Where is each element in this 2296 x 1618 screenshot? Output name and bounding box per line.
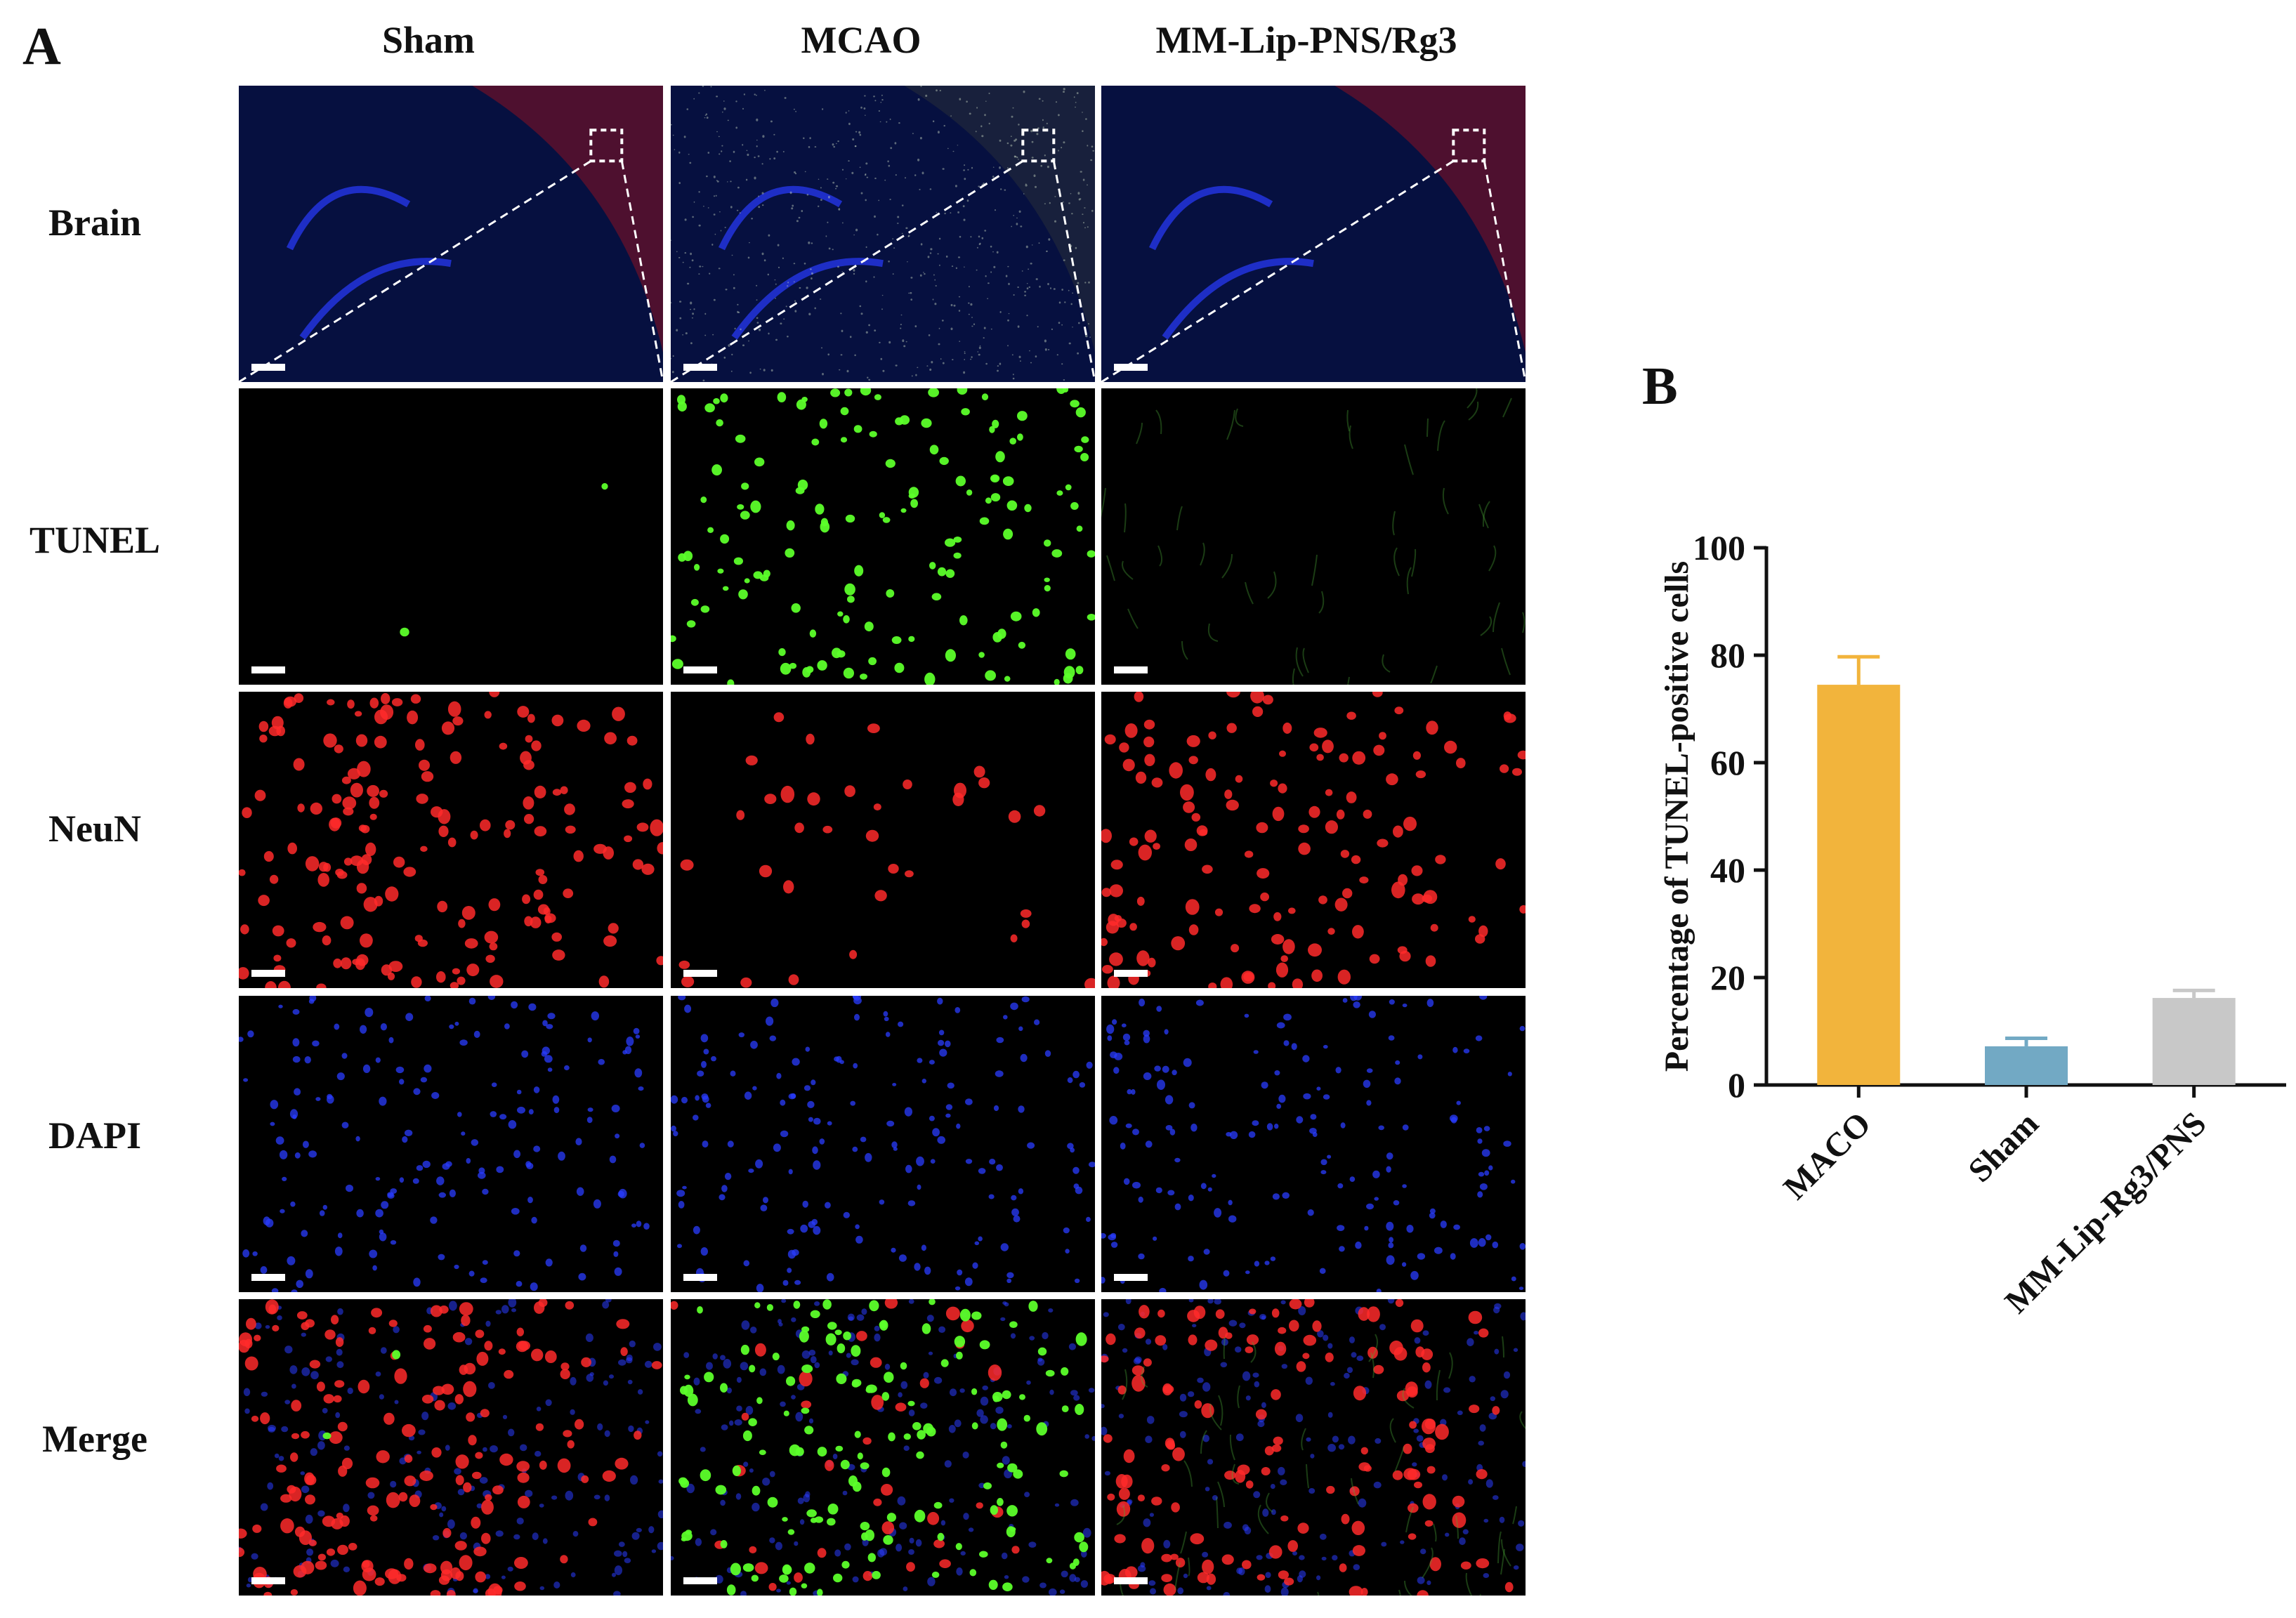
scale-bar	[1114, 1274, 1148, 1281]
scale-bar	[1114, 970, 1148, 977]
micrograph-dapi-treatment	[1101, 996, 1526, 1292]
y-tick-label: 100	[1693, 528, 1745, 567]
column-header-sham: Sham	[381, 19, 475, 61]
bar-1	[1985, 1046, 2068, 1085]
scale-bar	[1114, 364, 1148, 371]
x-tick-label-1: Sham	[1961, 1105, 2045, 1189]
scale-bar	[683, 1274, 717, 1281]
scale-bar	[683, 364, 717, 371]
micrograph-neun-treatment	[1101, 692, 1526, 988]
scale-bar	[683, 1577, 717, 1584]
scale-bar	[251, 1577, 285, 1584]
scale-bar	[251, 666, 285, 673]
micrograph-tunel-sham	[239, 388, 663, 685]
y-tick-label: 60	[1710, 743, 1745, 782]
y-tick-label: 40	[1710, 850, 1745, 890]
micrograph-tunel-treatment	[1101, 388, 1526, 685]
column-header-treatment: MM-Lip-PNS/Rg3	[1155, 19, 1457, 61]
y-tick-label: 0	[1728, 1065, 1745, 1105]
y-tick-label: 80	[1710, 636, 1745, 675]
column-header-mcao: MCAO	[801, 19, 921, 61]
micrograph-neun-sham	[239, 692, 663, 988]
y-axis-label: Percentage of TUNEL-positive cells	[1658, 561, 1695, 1072]
panel-a-letter: A	[22, 17, 61, 76]
scale-bar	[251, 364, 285, 371]
micrograph-neun-mcao	[671, 692, 1095, 988]
micrograph-brain-mcao	[671, 86, 1095, 382]
bar-2	[2152, 998, 2236, 1085]
micrograph-brain-treatment	[1101, 86, 1526, 382]
bar-0	[1817, 685, 1901, 1085]
micrograph-merge-treatment	[1101, 1299, 1526, 1596]
scale-bar	[251, 970, 285, 977]
y-tick-label: 20	[1710, 958, 1745, 997]
micrograph-dapi-sham	[239, 996, 663, 1292]
scale-bar	[1114, 1577, 1148, 1584]
row-label-merge: Merge	[42, 1418, 147, 1460]
row-label-dapi: DAPI	[48, 1114, 141, 1157]
row-label-tunel: TUNEL	[29, 519, 161, 561]
scale-bar	[251, 1274, 285, 1281]
micrograph-merge-sham	[239, 1299, 663, 1596]
micrograph-merge-mcao	[671, 1299, 1095, 1596]
row-label-brain: Brain	[48, 202, 142, 244]
micrograph-tunel-mcao	[671, 388, 1095, 685]
panel-b-letter: B	[1642, 357, 1678, 416]
scale-bar	[1114, 666, 1148, 673]
x-tick-label-0: MACO	[1776, 1105, 1878, 1206]
micrograph-dapi-mcao	[671, 996, 1095, 1292]
row-label-neun: NeuN	[48, 808, 141, 850]
micrograph-brain-sham	[239, 86, 663, 382]
scale-bar	[683, 666, 717, 673]
scale-bar	[683, 970, 717, 977]
